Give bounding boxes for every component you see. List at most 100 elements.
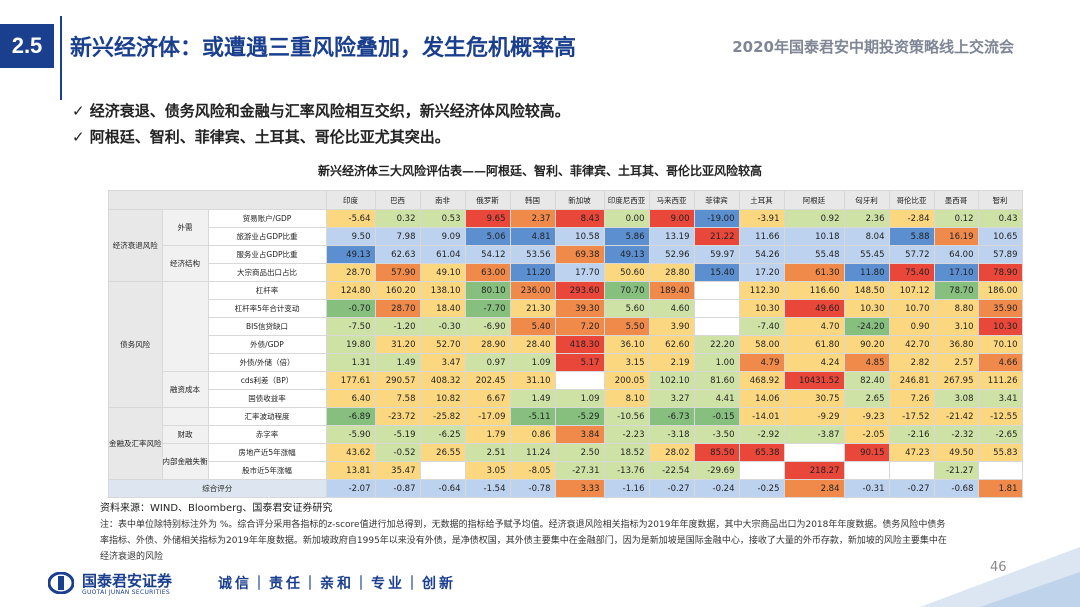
value-cell: -1.16 bbox=[603, 479, 650, 498]
value-cell: -2.16 bbox=[888, 425, 935, 444]
value-cell: 81.60 bbox=[693, 371, 740, 390]
value-cell: 42.70 bbox=[888, 335, 935, 354]
value-cell: 10.30 bbox=[843, 299, 890, 318]
value-cell: -2.65 bbox=[977, 425, 1023, 444]
value-cell: 55.83 bbox=[977, 443, 1023, 462]
value-cell: 2.51 bbox=[464, 443, 511, 462]
country-header: 南非 bbox=[419, 190, 466, 210]
value-cell: -5.64 bbox=[325, 209, 376, 228]
value-cell: -7.50 bbox=[325, 317, 376, 336]
value-cell: 82.40 bbox=[843, 371, 890, 390]
value-cell: 31.20 bbox=[374, 335, 421, 354]
value-cell: 35.47 bbox=[374, 461, 421, 480]
value-cell: -14.01 bbox=[738, 407, 785, 426]
value-cell: -17.52 bbox=[888, 407, 935, 426]
value-cell: 21.22 bbox=[693, 227, 740, 246]
value-cell: 55.45 bbox=[843, 245, 890, 264]
company-logo-icon bbox=[48, 572, 74, 594]
value-cell: 9.65 bbox=[464, 209, 511, 228]
value-cell: -21.42 bbox=[933, 407, 979, 426]
value-cell: 52.96 bbox=[648, 245, 695, 264]
value-cell: 13.19 bbox=[648, 227, 695, 246]
value-cell: 267.95 bbox=[933, 371, 979, 390]
company-motto: 诚信｜责任｜亲和｜专业｜创新 bbox=[218, 576, 456, 592]
value-cell: 408.32 bbox=[419, 371, 466, 390]
value-cell: 55.48 bbox=[783, 245, 845, 264]
country-header: 阿根廷 bbox=[783, 190, 845, 210]
slide-header: 2.5 新兴经济体：或遭遇三重风险叠加，发生危机概率高 2020年国泰君安中期投… bbox=[0, 0, 1080, 100]
risk-subgroup bbox=[161, 407, 209, 426]
page-number: 46 bbox=[990, 560, 1007, 575]
value-cell: 218.27 bbox=[783, 461, 845, 480]
value-cell: 5.60 bbox=[603, 299, 650, 318]
risk-subgroup: 内部金融失衡 bbox=[161, 443, 209, 480]
value-cell: -6.73 bbox=[648, 407, 695, 426]
value-cell: 63.00 bbox=[464, 263, 511, 282]
indicator-label: 股市近5年涨幅 bbox=[207, 461, 327, 480]
country-header: 巴西 bbox=[374, 190, 421, 210]
value-cell: 4.66 bbox=[977, 353, 1023, 372]
value-cell: 5.06 bbox=[464, 227, 511, 246]
value-cell: 160.20 bbox=[374, 281, 421, 300]
value-cell: -0.64 bbox=[419, 479, 466, 498]
value-cell: 9.50 bbox=[325, 227, 376, 246]
country-header: 韩国 bbox=[509, 190, 556, 210]
slide-title: 新兴经济体：或遭遇三重风险叠加，发生危机概率高 bbox=[70, 36, 577, 61]
value-cell: 49.50 bbox=[933, 443, 979, 462]
value-cell: 5.86 bbox=[603, 227, 650, 246]
footer-decoration bbox=[920, 547, 1080, 607]
value-cell: 0.97 bbox=[464, 353, 511, 372]
value-cell: 50.60 bbox=[603, 263, 650, 282]
value-cell bbox=[419, 461, 466, 480]
table-row: 经济结构 服务业占GDP比重 49.13 62.63 61.04 54.12 53.56 69… bbox=[109, 245, 1023, 282]
country-header: 俄罗斯 bbox=[464, 190, 511, 210]
country-header: 土耳其 bbox=[738, 190, 785, 210]
value-cell: 8.04 bbox=[843, 227, 890, 246]
table-header-row: 印度 巴西 南非 俄罗斯 韩国 新加坡 印度尼西亚 马来西亚 菲律宾 土耳其 阿根廷 匈牙利 哥伦比亚墨… bbox=[108, 190, 1023, 210]
header-divider bbox=[60, 16, 62, 100]
value-cell: -9.23 bbox=[843, 407, 890, 426]
value-cell: 2.57 bbox=[933, 353, 979, 372]
value-cell: -7.40 bbox=[738, 317, 785, 336]
value-cell: -2.23 bbox=[603, 425, 650, 444]
value-cell: 64.00 bbox=[933, 245, 979, 264]
table-row: 综合评分 -2.07 -0.87 -0.64 -1.54 -0.78 3.33 -1.16 -0… bbox=[108, 479, 1023, 498]
value-cell: -17.09 bbox=[464, 407, 511, 426]
value-cell: -5.11 bbox=[509, 407, 556, 426]
value-cell: -27.31 bbox=[554, 461, 605, 480]
country-header: 印度尼西亚 bbox=[603, 190, 650, 210]
value-cell: 28.80 bbox=[648, 263, 695, 282]
value-cell: 57.89 bbox=[977, 245, 1023, 264]
conference-label: 2020年国泰君安中期投资策略线上交流会 bbox=[732, 38, 1014, 56]
table-row: 国债收益率 6.40 7.58 10.82 6.67 1.49 1.09 8.10 3.27 4.… bbox=[109, 389, 1023, 408]
value-cell: -7.70 bbox=[464, 299, 511, 318]
value-cell: 4.79 bbox=[738, 353, 785, 372]
value-cell: -6.25 bbox=[419, 425, 466, 444]
value-cell: 58.00 bbox=[738, 335, 785, 354]
value-cell: -0.24 bbox=[693, 479, 740, 498]
value-cell: 13.81 bbox=[325, 461, 376, 480]
table-row: BIS信贷缺口 -7.50 -1.20 -0.30 -6.90 5.40 7.20 5.50 3… bbox=[109, 317, 1023, 336]
country-header: 智利 bbox=[977, 190, 1023, 210]
value-cell: -0.31 bbox=[843, 479, 890, 498]
table-row: 旅游业占GDP比重 9.50 7.98 9.09 5.06 4.81 10.58 5.86 13… bbox=[109, 227, 1023, 246]
value-cell: 2.65 bbox=[843, 389, 890, 408]
value-cell: 65.38 bbox=[738, 443, 785, 462]
value-cell: 1.79 bbox=[464, 425, 511, 444]
risk-category: 债务风险 bbox=[108, 281, 163, 408]
value-cell bbox=[693, 299, 740, 318]
value-cell: 2.84 bbox=[783, 479, 845, 498]
value-cell: 7.98 bbox=[374, 227, 421, 246]
value-cell: 177.61 bbox=[325, 371, 376, 390]
value-cell: 35.90 bbox=[977, 299, 1023, 318]
value-cell: 7.20 bbox=[554, 317, 605, 336]
value-cell: -23.72 bbox=[374, 407, 421, 426]
value-cell: 36.10 bbox=[603, 335, 650, 354]
value-cell: 0.92 bbox=[783, 209, 845, 228]
indicator-label: 贸易账户/GDP bbox=[207, 209, 327, 228]
indicator-label: 大宗商品出口占比 bbox=[207, 263, 327, 282]
value-cell: -0.27 bbox=[648, 479, 695, 498]
value-cell: 124.80 bbox=[325, 281, 376, 300]
company-name: 国泰君安证券 bbox=[82, 572, 173, 590]
value-cell: 49.13 bbox=[603, 245, 650, 264]
